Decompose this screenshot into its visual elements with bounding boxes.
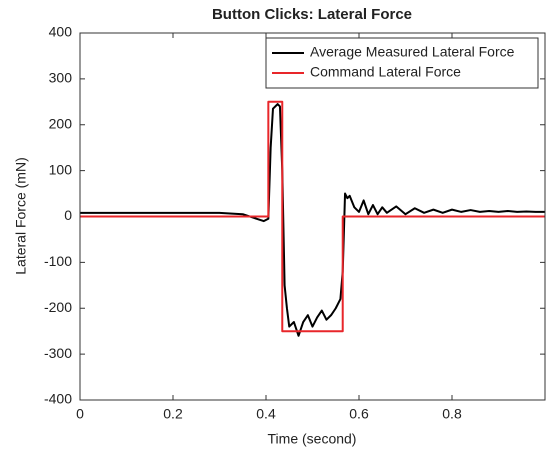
y-tick-label: -200 (44, 299, 72, 315)
y-tick-label: -400 (44, 391, 72, 407)
legend-label: Command Lateral Force (310, 64, 461, 80)
x-tick-label: 0.4 (256, 406, 276, 422)
y-tick-label: 400 (49, 24, 73, 40)
data-line (80, 100, 545, 333)
x-tick-label: 0 (76, 406, 84, 422)
data-line (80, 103, 545, 337)
plot-frame (79, 32, 546, 401)
x-tick-label: 0.2 (163, 406, 183, 422)
x-axis-label: Time (second) (268, 431, 357, 447)
y-tick-label: -300 (44, 345, 72, 361)
legend-label: Average Measured Lateral Force (310, 44, 515, 60)
x-tick-label: 0.8 (442, 406, 462, 422)
y-tick-label: 0 (64, 207, 72, 223)
chart-title: Button Clicks: Lateral Force (212, 6, 412, 23)
y-tick-label: 200 (49, 115, 73, 131)
x-tick-label: 0.6 (349, 406, 369, 422)
y-tick-label: 100 (49, 161, 73, 177)
legend-box (265, 37, 539, 89)
y-axis-label: Lateral Force (mN) (13, 157, 29, 274)
y-tick-label: -100 (44, 253, 72, 269)
y-tick-label: 300 (49, 70, 73, 86)
